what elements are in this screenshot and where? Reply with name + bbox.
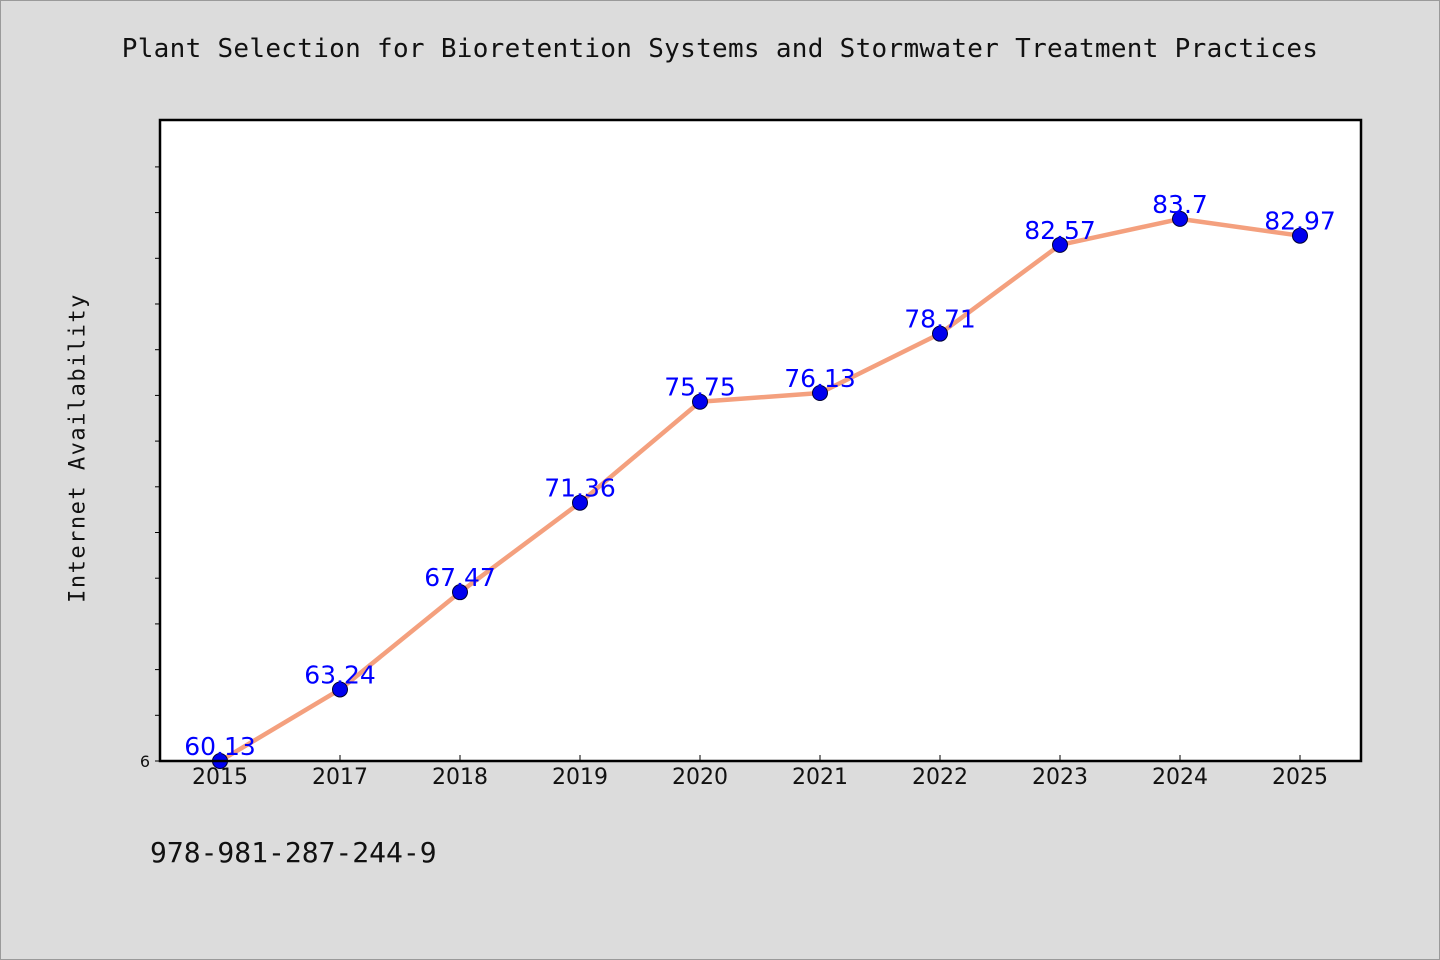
x-tick-label: 2023 bbox=[1032, 765, 1088, 790]
data-point bbox=[452, 584, 468, 601]
data-label: 75.75 bbox=[664, 373, 736, 402]
data-point bbox=[692, 393, 708, 410]
chart-title: Plant Selection for Bioretention Systems… bbox=[121, 34, 1319, 64]
data-point bbox=[1172, 210, 1188, 227]
data-label: 83.7 bbox=[1152, 190, 1208, 219]
data-point bbox=[932, 325, 948, 342]
x-tick-label: 2015 bbox=[192, 765, 248, 790]
data-label: 76.13 bbox=[784, 364, 856, 393]
series-group: 60.13 63.24 67.47 71.36 75.75 76.13 78.71 82.57… bbox=[184, 190, 1336, 769]
x-tick-label: 2017 bbox=[312, 765, 368, 790]
isbn-text: 978-981-287-244-9 bbox=[150, 836, 437, 869]
data-point bbox=[332, 681, 348, 698]
data-label: 67.47 bbox=[424, 563, 496, 592]
y-tick-label: 6 bbox=[140, 752, 150, 771]
data-label: 71.36 bbox=[544, 474, 616, 503]
plot-border bbox=[158, 118, 1363, 763]
data-label: 78.71 bbox=[904, 305, 976, 334]
data-label: 63.24 bbox=[304, 660, 376, 689]
plot-area bbox=[160, 120, 1361, 761]
data-point bbox=[1292, 227, 1308, 244]
x-tick-label: 2025 bbox=[1272, 765, 1328, 790]
x-tick-label: 2019 bbox=[552, 765, 608, 790]
y-ticks: 6 bbox=[140, 166, 160, 771]
data-point bbox=[812, 385, 828, 402]
x-tick-label: 2020 bbox=[672, 765, 728, 790]
data-label: 60.13 bbox=[184, 732, 256, 761]
data-label: 82.57 bbox=[1024, 216, 1096, 245]
data-point bbox=[1052, 236, 1068, 253]
x-ticks: 2015 2017 2018 2019 2020 2021 2022 2023 2024 2025 bbox=[192, 755, 1328, 790]
x-tick-label: 2024 bbox=[1152, 765, 1208, 790]
data-point bbox=[572, 494, 588, 511]
x-tick-label: 2018 bbox=[432, 765, 488, 790]
series-line bbox=[218, 216, 1301, 763]
data-label: 82.97 bbox=[1264, 207, 1336, 236]
x-tick-label: 2021 bbox=[792, 765, 848, 790]
x-tick-label: 2022 bbox=[912, 765, 968, 790]
